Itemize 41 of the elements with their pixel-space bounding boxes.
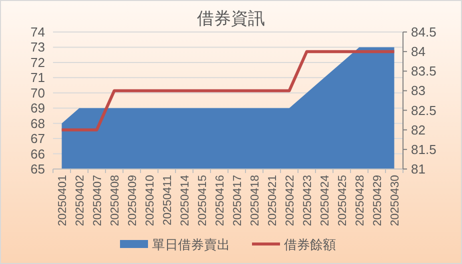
x-tick-label: 20250408	[109, 175, 122, 226]
legend-label: 單日借券賣出	[152, 237, 230, 252]
x-tick-label: 20250411	[162, 175, 174, 226]
chart-title: 借券資訊	[197, 9, 265, 28]
y-tick-label: 70	[30, 85, 45, 100]
x-tick-label: 20250422	[284, 175, 296, 226]
y2-tick-label: 84	[411, 44, 426, 60]
y-tick-label: 67	[30, 131, 45, 146]
x-tick-label: 20250428	[354, 175, 366, 226]
x-tick-label: 20250416	[214, 175, 226, 226]
y-tick-label: 69	[30, 100, 45, 116]
x-tick-label: 20250417	[232, 175, 244, 226]
y-tick-label: 71	[30, 70, 45, 86]
y-tick-label: 74	[30, 24, 45, 40]
x-tick-label: 20250414	[179, 174, 192, 226]
x-tick-label: 20250418	[249, 175, 262, 226]
y2-tick-label: 82	[411, 122, 426, 138]
x-tick-label: 20250421	[266, 175, 279, 226]
x-tick-label: 20250407	[92, 175, 104, 226]
x-tick-label: 20250423	[302, 175, 314, 226]
x-tick-label: 20250425	[336, 175, 349, 226]
y-tick-label: 73	[30, 40, 45, 55]
x-tick-label: 20250429	[372, 175, 384, 226]
x-tick-label: 20250415	[196, 175, 209, 226]
x-tick-label: 20250409	[126, 175, 139, 226]
y2-tick-label: 83.5	[411, 64, 436, 79]
y2-tick-label: 83	[411, 83, 426, 98]
x-tick-label: 20250401	[56, 175, 69, 226]
y2-tick-label: 81	[411, 162, 426, 176]
y2-tick-label: 81.5	[411, 142, 436, 157]
y2-tick-label: 84.5	[411, 24, 436, 40]
x-tick-label: 20250430	[389, 175, 402, 226]
y2-tick-label: 82.5	[411, 102, 436, 118]
y-tick-label: 72	[30, 54, 45, 70]
x-tick-label: 20250424	[319, 174, 332, 226]
y-tick-label: 66	[30, 146, 45, 162]
x-tick-label: 20250410	[144, 175, 156, 226]
legend-label: 借券餘額	[284, 237, 336, 252]
x-tick-label: 20250402	[74, 175, 86, 226]
y-tick-label: 65	[30, 162, 45, 176]
y-tick-label: 68	[30, 116, 45, 131]
